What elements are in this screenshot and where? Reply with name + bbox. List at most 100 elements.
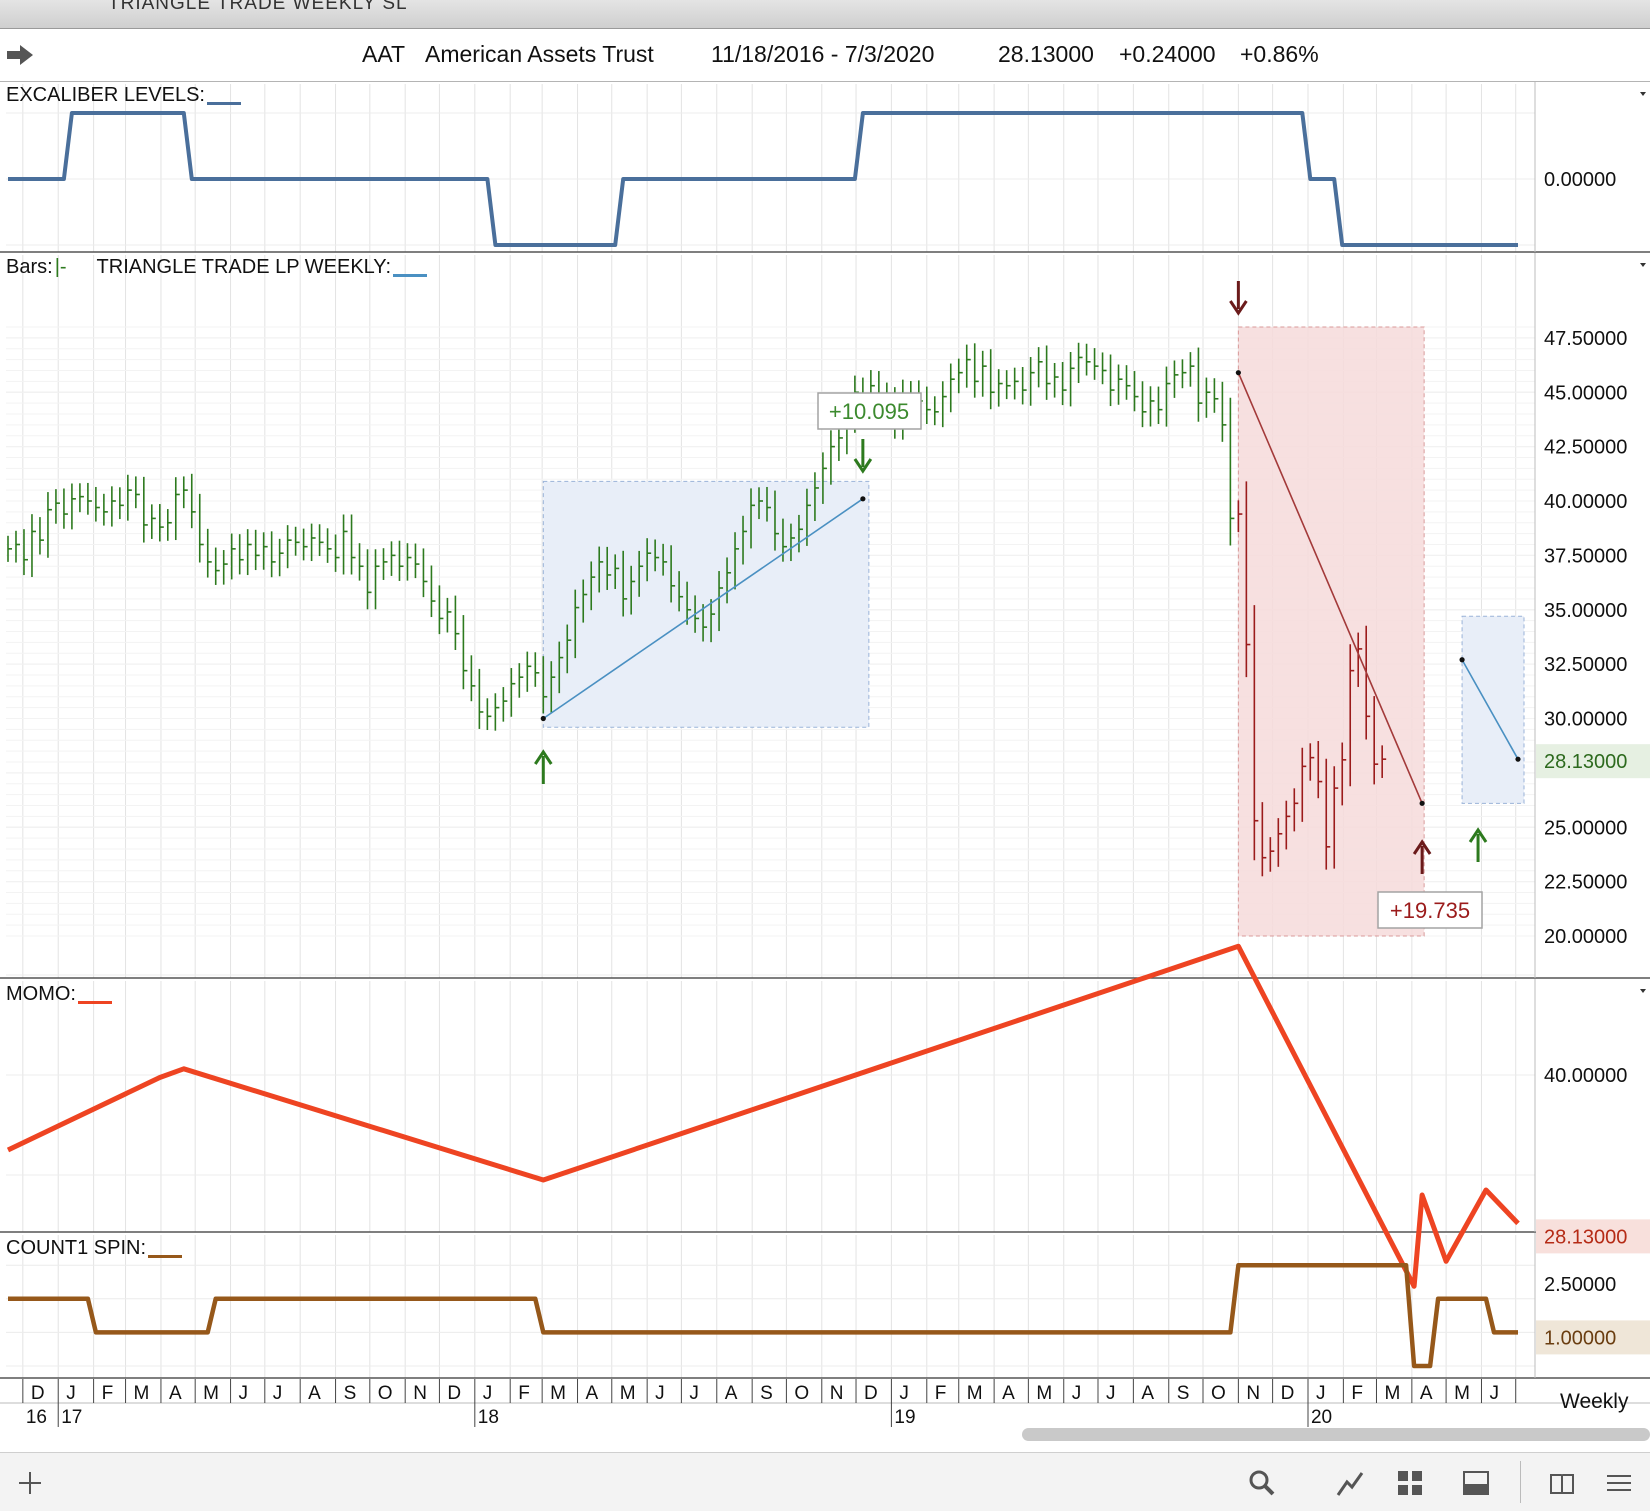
price-bar [758, 487, 764, 520]
price-bar [838, 423, 843, 461]
price-bar [1229, 397, 1235, 546]
price-bar [941, 381, 947, 428]
price-bar [190, 473, 196, 529]
price-bar [318, 524, 324, 557]
month-label: M [1454, 1383, 1470, 1404]
price-bar [822, 452, 827, 504]
price-bar [103, 493, 108, 526]
price-bar [997, 369, 1003, 407]
price-bar [366, 549, 372, 610]
price-bar [270, 531, 276, 578]
price-bar [55, 489, 60, 524]
price-bar [1109, 354, 1115, 407]
bottom-toolbar [0, 1452, 1650, 1511]
price-bar [830, 430, 835, 485]
price-bar [31, 514, 36, 578]
price-bar [981, 350, 987, 397]
book-icon[interactable] [1548, 1469, 1576, 1497]
month-label: F [935, 1383, 947, 1404]
price-bar [550, 661, 556, 713]
price-bar [1157, 386, 1163, 425]
price-bar [214, 547, 220, 585]
price-bar [95, 486, 100, 522]
up-arrow-icon [1412, 839, 1432, 874]
price-axis-label: 22.50000 [1544, 872, 1627, 894]
price-bar [135, 476, 140, 509]
price-bar [39, 517, 44, 555]
search-icon[interactable] [1248, 1469, 1276, 1497]
trade1-gain-callout: +10.095 [817, 392, 922, 430]
price-bar [71, 483, 76, 530]
draw-line-icon[interactable] [1336, 1469, 1364, 1497]
trade2-gain-box [1377, 891, 1483, 929]
price-bar [1197, 347, 1203, 422]
year-label: 19 [894, 1407, 915, 1428]
month-label: A [725, 1383, 738, 1404]
month-label: F [518, 1383, 530, 1404]
year-label: 18 [478, 1407, 499, 1428]
price-bar [422, 548, 428, 598]
month-label: A [308, 1383, 321, 1404]
price-change-pct: +0.86% [1240, 41, 1319, 67]
count-label-text: COUNT1 SPIN: [6, 1237, 147, 1259]
price-bar [1005, 370, 1011, 400]
month-label: N [1246, 1383, 1260, 1404]
price-last-label-bg [1536, 744, 1650, 779]
price-axis-label: 25.00000 [1544, 817, 1627, 839]
price-bar [1045, 345, 1051, 400]
price-bar [542, 656, 548, 714]
lp-swatch [393, 274, 428, 277]
axis-labels: 0.00000 47.50000 45.00000 42.50000 40.00000 3… [1536, 169, 1650, 1355]
price-bar [7, 535, 12, 562]
price-bar [494, 693, 500, 731]
month-label: M [550, 1383, 566, 1404]
price-bar [566, 624, 572, 674]
add-icon[interactable] [16, 1469, 44, 1497]
price-bar [933, 396, 939, 426]
price-bar [1365, 625, 1371, 740]
price-bar [526, 651, 532, 692]
price-bar [790, 523, 795, 562]
price-bar [1349, 644, 1355, 787]
price-bar [1333, 766, 1339, 869]
bars-symbol: |- [54, 256, 67, 278]
price-bar [1093, 348, 1099, 380]
trade1-box [542, 480, 870, 728]
month-label: J [239, 1383, 249, 1404]
month-label: J [273, 1383, 283, 1404]
price-bar [973, 343, 979, 398]
forward-arrow-icon[interactable] [6, 43, 34, 67]
price-bar [1373, 696, 1379, 785]
chart-area[interactable]: 0.00000 47.50000 45.00000 42.50000 40.00000 3… [0, 0, 1650, 1452]
menu-icon[interactable] [1605, 1469, 1633, 1497]
price-bar [286, 525, 292, 569]
price-bar [582, 579, 588, 623]
price-bar [119, 487, 124, 520]
price-bar [350, 514, 356, 575]
price-bar [111, 486, 116, 527]
month-label: S [1177, 1383, 1190, 1404]
price-bar [166, 509, 172, 541]
interval-label[interactable]: Weekly [1560, 1390, 1629, 1413]
price-bar [151, 504, 156, 539]
trade3-box [1461, 615, 1525, 804]
grid-layout-icon[interactable] [1396, 1469, 1424, 1497]
price-bar [406, 543, 412, 581]
lp-point [1459, 657, 1465, 663]
price-bar [726, 557, 732, 604]
month-label: D [447, 1383, 461, 1404]
price-bar [1213, 378, 1219, 413]
lp-point [540, 715, 546, 722]
price-bar [502, 687, 508, 722]
price-bar [486, 698, 492, 731]
price-bar [1061, 362, 1067, 406]
horizontal-scrollbar[interactable] [1022, 1428, 1650, 1441]
panel-layout-icon[interactable] [1462, 1469, 1490, 1497]
price-bar [143, 476, 148, 543]
price-bar [989, 349, 995, 410]
price-bar [670, 545, 676, 603]
month-label: J [483, 1383, 493, 1404]
up-arrow-icon [534, 749, 553, 784]
count-axis-label: 2.50000 [1544, 1274, 1616, 1296]
month-label: S [344, 1383, 357, 1404]
